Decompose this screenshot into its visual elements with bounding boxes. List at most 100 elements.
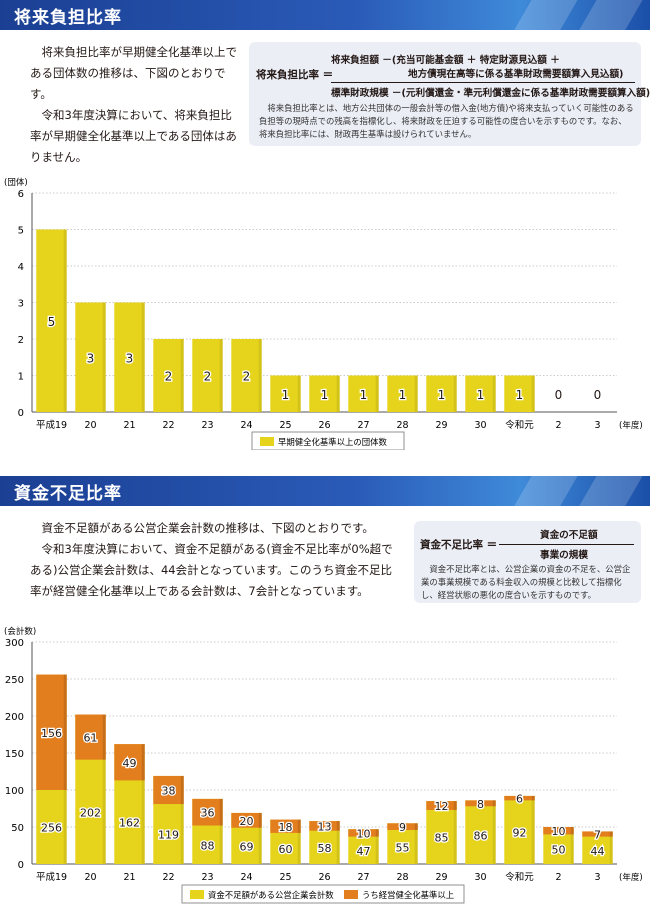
bar-shade	[336, 821, 340, 831]
x-tick-label: 令和元	[505, 419, 534, 431]
bar-shade	[453, 375, 457, 412]
bar-早期健全化基準以上の団体数	[231, 339, 262, 412]
data-label: 8	[477, 798, 484, 811]
x-tick-label: 2	[555, 872, 561, 883]
x-tick-label: 26	[318, 872, 330, 883]
x-tick-label: 29	[435, 872, 447, 883]
data-label: 88	[201, 839, 215, 852]
data-label: 36	[201, 807, 215, 820]
legend-label: 早期健全化基準以上の団体数	[278, 437, 387, 447]
bar-shade	[609, 831, 613, 864]
legend-box	[181, 884, 465, 904]
x-tick-label: 24	[240, 872, 252, 883]
y-tick-label: 0	[18, 408, 24, 419]
formula-numerator: 地方債現在高等に係る基準財政需要額算入見込額)	[408, 69, 624, 80]
formula-box: 資金不足比率 ＝ 資金の不足額 事業の規模 資金不足比率とは、公営企業の資金の不…	[414, 521, 641, 603]
data-label: 38	[162, 785, 176, 798]
bar-資金不足額がある公営企業会計数	[504, 795, 535, 864]
bar-shade	[492, 800, 496, 864]
bar-shade	[375, 375, 379, 412]
data-label: 5	[48, 315, 56, 329]
bar-うち経営健全化基準以上	[387, 823, 418, 830]
bar-shade	[492, 375, 496, 412]
bar-shade	[258, 339, 262, 412]
bar-shade	[414, 823, 418, 864]
fraction-bar	[331, 82, 635, 83]
formula-label: 将来負担比率 ＝	[256, 69, 334, 81]
x-tick-label: 3	[594, 872, 600, 883]
formula-numerator: 将来負担額 －(充当可能基金額 ＋ 特定財源見込額 ＋	[331, 55, 560, 66]
data-label: 3	[87, 351, 95, 365]
bar-shade	[531, 795, 535, 864]
bar-shade	[102, 714, 106, 760]
data-label: 2	[165, 370, 173, 384]
x-tick-label: 21	[123, 420, 135, 431]
formula-box: 将来負担比率 ＝ 将来負担額 －(充当可能基金額 ＋ 特定財源見込額 ＋ 地方債…	[249, 42, 650, 146]
bar-shade	[570, 827, 574, 835]
data-label: 0	[594, 388, 602, 402]
x-tick-label: 29	[435, 420, 447, 431]
x-tick-label: 25	[279, 872, 291, 883]
bar-早期健全化基準以上の団体数	[75, 302, 106, 412]
bar-うち経営健全化基準以上	[465, 800, 496, 807]
bar-shade	[375, 829, 379, 864]
bar-早期健全化基準以上の団体数	[426, 375, 457, 412]
section-header-future-burden: 将来負担比率	[0, 0, 650, 30]
bar-早期健全化基準以上の団体数	[114, 302, 145, 412]
data-label: 1	[477, 388, 485, 402]
bar-shade	[297, 375, 301, 412]
data-label: 3	[126, 351, 134, 365]
data-label: 9	[399, 821, 406, 834]
data-label: 7	[594, 829, 601, 842]
bar-shade	[180, 775, 184, 805]
bar-早期健全化基準以上の団体数	[504, 375, 535, 412]
bar-shade	[531, 795, 535, 801]
y-tick-label: 5	[18, 226, 24, 237]
legend-swatch	[260, 437, 274, 446]
data-label: 49	[123, 757, 137, 770]
data-label: 44	[591, 845, 605, 858]
x-tick-label: 27	[357, 872, 369, 883]
bar-早期健全化基準以上の団体数	[270, 375, 301, 412]
chart-future-burden: 0123456(団体)(年度)5平成1932032122222322412512…	[4, 177, 643, 450]
y-tick-label: 0	[18, 860, 24, 871]
legend-swatch	[190, 890, 204, 899]
x-tick-label: 平成19	[36, 419, 67, 431]
data-label: 55	[396, 841, 410, 854]
data-label: 2	[243, 370, 251, 384]
bar-うち経営健全化基準以上	[582, 831, 613, 837]
y-tick-label: 150	[5, 749, 24, 760]
data-label: 18	[279, 821, 293, 834]
x-tick-label: 28	[396, 872, 408, 883]
bar-資金不足額がある公営企業会計数	[465, 800, 496, 864]
x-tick-label: 25	[279, 420, 291, 431]
data-label: 256	[41, 822, 62, 835]
formula-denominator: 標準財政規模 －(元利償還金・準元利償還金に係る基準財政需要額算入額)	[331, 88, 650, 99]
bar-shade	[180, 339, 184, 412]
data-label: 69	[240, 840, 254, 853]
bar-shade	[102, 714, 106, 864]
bar-shade	[63, 674, 67, 790]
bar-うち経営健全化基準以上	[231, 812, 262, 828]
bar-shade	[63, 229, 67, 412]
bar-早期健全化基準以上の団体数	[387, 375, 418, 412]
x-tick-label: 27	[357, 420, 369, 431]
legend-swatch	[344, 890, 358, 899]
bar-うち経営健全化基準以上	[153, 775, 184, 805]
x-tick-label: 3	[594, 420, 600, 431]
data-label: 10	[552, 825, 566, 838]
bar-shade	[609, 831, 613, 837]
data-label: 1	[321, 388, 329, 402]
bar-早期健全化基準以上の団体数	[192, 339, 223, 412]
section-header-fund-shortage: 資金不足比率	[0, 476, 650, 506]
formula-note: 資金不足比率とは、公営企業の資金の不足を、公営企業の事業規模である料金収入の規模…	[421, 564, 631, 600]
bar-shade	[453, 801, 457, 864]
bar-shade	[375, 829, 379, 837]
bar-shade	[336, 375, 340, 412]
bar-うち経営健全化基準以上	[309, 821, 340, 831]
x-tick-label: 2	[555, 420, 561, 431]
data-label: 12	[435, 800, 449, 813]
data-label: 85	[435, 831, 449, 844]
data-label: 92	[513, 827, 527, 840]
x-tick-label: 28	[396, 420, 408, 431]
